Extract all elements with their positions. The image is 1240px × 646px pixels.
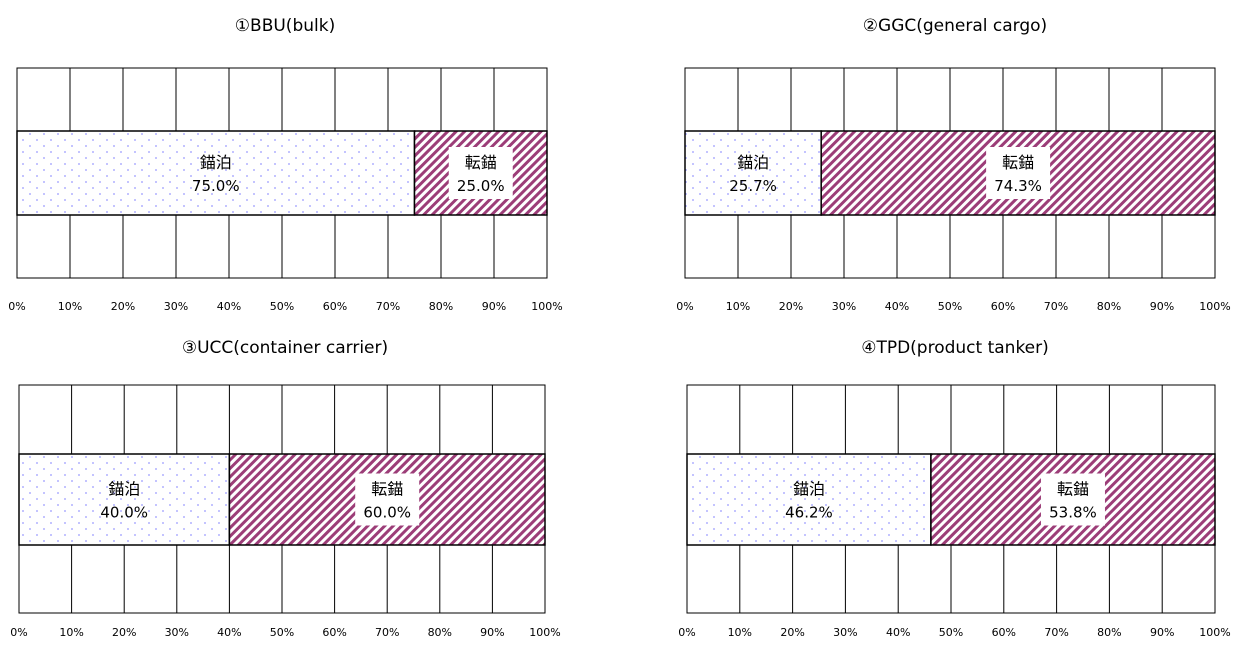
x-tick-label: 10% [58,300,82,313]
x-tick-label: 90% [482,300,506,313]
segment-name-label: 転錨 [465,153,497,172]
segment-name-label: 転錨 [1002,153,1034,172]
data-label-background [1040,473,1105,526]
x-tick-label: 10% [726,300,750,313]
x-tick-label: 30% [164,300,188,313]
x-tick-label: 10% [59,626,83,639]
x-tick-label: 60% [992,626,1016,639]
x-tick-label: 40% [885,300,909,313]
segment-value-label: 25.7% [729,177,777,195]
x-tick-label: 10% [728,626,752,639]
x-tick-label: 70% [1044,626,1068,639]
segment-value-label: 74.3% [994,177,1042,195]
x-tick-label: 40% [217,300,241,313]
x-tick-label: 90% [1150,626,1174,639]
chart-title: ①BBU(bulk) [234,16,336,36]
bar-segment-anchoring [18,453,231,546]
data-label: 転錨 53.8% [1040,473,1105,526]
data-label: 転錨 25.0% [448,147,513,199]
x-tick-label: 90% [480,626,504,639]
segment-value-label: 53.8% [1049,504,1097,522]
segment-name-label: 錨泊 [200,153,232,172]
x-tick-label: 100% [1199,626,1230,639]
segment-name-label: 錨泊 [737,153,769,172]
x-tick-label: 80% [428,626,452,639]
segment-name-label: 転錨 [371,480,403,499]
x-tick-label: 30% [165,626,189,639]
bar-chart-ggc: 錨泊 25.7% 転錨 74.3% 0% 10% 20% 30% 40% 50% 60% 70% 80%… [676,67,1231,313]
x-tick-label: 0% [678,626,695,639]
x-tick-label: 100% [531,300,562,313]
x-tick-label: 80% [1097,626,1121,639]
chart-title: ③UCC(container carrier) [181,338,389,358]
x-tick-label: 80% [1097,300,1121,313]
data-label: 錨泊 46.2% [785,480,833,522]
x-tick-label: 50% [939,626,963,639]
x-tick-label: 60% [991,300,1015,313]
x-tick-label: 50% [938,300,962,313]
data-label: 転錨 74.3% [986,147,1051,199]
x-tick-label: 70% [376,300,400,313]
bar-segment-anchoring [16,130,416,216]
x-tick-label: 40% [217,626,241,639]
chart-panel-bbu: ①BBU(bulk) 錨泊 75.0% 転錨 25.0% 0% 10% 20% 30% 40% 5… [0,0,570,323]
segment-name-label: 転錨 [1057,480,1089,499]
bar-chart-tpd: 錨泊 46.2% 転錨 53.8% 0% 10% 20% 30% 40% 50% 60% 70% 80%… [678,384,1231,639]
x-tick-label: 30% [832,300,856,313]
bar-chart-ucc: 錨泊 40.0% 転錨 60.0% 0% 10% 20% 30% 40% 50% 60% 70% 80%… [10,384,561,639]
x-tick-label: 0% [676,300,693,313]
segment-name-label: 錨泊 [108,480,140,499]
chart-panel-ggc: ②GGC(general cargo) 錨泊 25.7% 転錨 74.3% 0% 10% 2… [670,0,1240,323]
data-label: 錨泊 25.7% [729,153,777,195]
x-tick-label: 20% [111,300,135,313]
x-tick-label: 0% [8,300,25,313]
data-label: 錨泊 40.0% [100,480,148,522]
x-tick-label: 20% [780,626,804,639]
x-tick-label: 100% [529,626,560,639]
data-label-background [986,147,1051,199]
chart-panel-tpd: ④TPD(product tanker) 錨泊 46.2% 転錨 53.8% 0% 10%… [670,323,1240,646]
chart-title: ④TPD(product tanker) [861,338,1049,358]
segment-name-label: 錨泊 [793,480,825,499]
x-tick-label: 100% [1199,300,1230,313]
x-tick-label: 50% [270,300,294,313]
x-tick-label: 60% [323,300,347,313]
bar-segment-anchoring [684,130,822,216]
x-tick-label: 30% [833,626,857,639]
x-tick-label: 20% [112,626,136,639]
x-tick-label: 50% [270,626,294,639]
x-tick-label: 90% [1150,300,1174,313]
x-tick-label: 0% [10,626,27,639]
data-label-background [355,473,420,526]
segment-value-label: 40.0% [100,504,148,522]
segment-value-label: 46.2% [785,504,833,522]
segment-value-label: 60.0% [363,504,411,522]
bar-chart-bbu: 錨泊 75.0% 転錨 25.0% 0% 10% 20% 30% 40% 50% 60% 70% 80%… [8,67,563,313]
segment-value-label: 75.0% [192,177,240,195]
data-label-background [448,147,513,199]
x-tick-label: 70% [375,626,399,639]
x-tick-label: 40% [886,626,910,639]
bar-segment-anchoring [686,453,932,546]
x-tick-label: 70% [1044,300,1068,313]
x-tick-label: 20% [779,300,803,313]
x-tick-label: 80% [429,300,453,313]
data-label: 錨泊 75.0% [192,153,240,195]
chart-panel-ucc: ③UCC(container carrier) 錨泊 40.0% 転錨 60.0% 0%… [0,323,570,646]
x-tick-label: 60% [322,626,346,639]
segment-value-label: 25.0% [457,177,505,195]
data-label: 転錨 60.0% [355,473,420,526]
chart-title: ②GGC(general cargo) [862,16,1048,36]
